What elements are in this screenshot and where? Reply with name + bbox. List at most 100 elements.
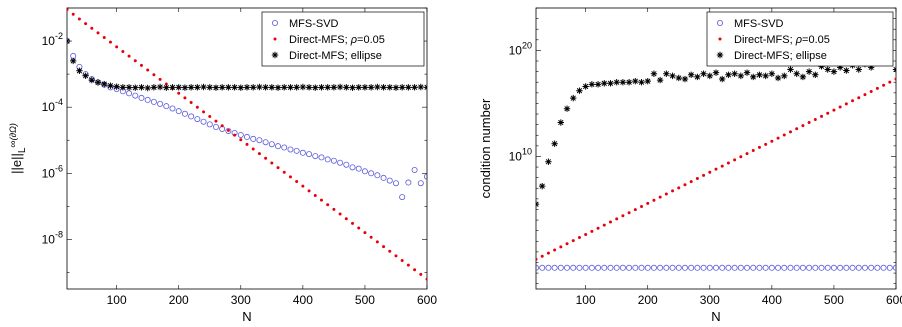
data-point (725, 71, 732, 79)
data-point (338, 212, 342, 216)
data-point (237, 131, 244, 138)
data-point (374, 172, 381, 179)
data-point (540, 254, 544, 258)
data-point (570, 264, 577, 271)
data-point (851, 99, 855, 103)
data-point (380, 84, 387, 91)
data-point (564, 264, 571, 271)
data-point (200, 118, 207, 125)
data-point (276, 166, 280, 170)
data-point (745, 152, 749, 156)
legend-entry: Direct-MFS; ρ=0.05 (289, 34, 385, 46)
data-point (868, 264, 875, 271)
data-point (739, 155, 743, 159)
data-point (576, 264, 583, 271)
data-point (720, 164, 724, 168)
x-tick-label: 400 (293, 293, 313, 307)
data-point (146, 68, 150, 72)
x-tick-label: 200 (169, 293, 189, 307)
data-point (177, 91, 181, 95)
data-point (812, 264, 819, 271)
data-point (855, 66, 862, 73)
data-point (156, 83, 164, 91)
legend-marker (271, 19, 278, 26)
data-point (368, 170, 375, 177)
data-point (888, 80, 892, 84)
legend-marker (716, 51, 724, 59)
data-point (731, 70, 738, 77)
data-point (398, 84, 406, 91)
data-point (588, 264, 595, 271)
data-point (77, 17, 81, 21)
legend-box (261, 11, 425, 67)
data-point (306, 151, 313, 158)
x-tick-label: 600 (417, 293, 437, 307)
data-point (557, 119, 565, 126)
data-point (638, 264, 645, 271)
data-point (152, 73, 156, 77)
data-point (295, 180, 299, 184)
data-point (183, 96, 187, 100)
data-point (115, 45, 119, 49)
data-point (194, 116, 201, 123)
data-point (102, 36, 106, 40)
data-point (139, 63, 143, 67)
data-point (602, 223, 606, 227)
data-point (719, 75, 726, 83)
data-point (675, 264, 682, 271)
data-point (388, 249, 392, 253)
legend-entry: Direct-MFS; ρ=0.05 (734, 34, 830, 46)
data-point (633, 208, 637, 212)
data-point (799, 73, 807, 81)
y-tick-label: 10-2 (42, 31, 63, 48)
data-point (837, 264, 844, 271)
data-point (824, 264, 831, 271)
data-point (805, 68, 813, 75)
data-point (202, 110, 206, 114)
data-point (762, 264, 769, 271)
data-point (894, 77, 896, 81)
data-point (399, 194, 406, 201)
data-point (293, 84, 300, 91)
data-point (826, 111, 830, 115)
data-point (101, 80, 108, 88)
data-point (875, 86, 879, 90)
y-tick-label: 10-4 (42, 97, 63, 114)
data-point (694, 264, 701, 271)
y-tick-label: 1010 (509, 146, 532, 163)
x-axis-label: N (711, 309, 720, 324)
data-point (764, 142, 768, 146)
data-point (386, 177, 393, 184)
data-point (625, 79, 633, 86)
data-point (336, 83, 344, 91)
data-point (744, 264, 751, 271)
data-point (288, 175, 292, 179)
data-point (175, 84, 182, 91)
data-point (351, 221, 355, 225)
data-point (857, 96, 861, 100)
x-axis-label: N (242, 309, 251, 324)
data-point (281, 144, 288, 151)
data-point (225, 84, 232, 91)
chart-panel-2: 100 200 300 400 500 600 N 1010 1020 condition num… (478, 7, 902, 324)
data-point (664, 192, 668, 196)
data-point (194, 84, 201, 91)
data-point (326, 203, 330, 207)
data-point (799, 264, 806, 271)
data-point (417, 180, 424, 187)
data-point (750, 73, 757, 81)
data-point (886, 264, 893, 271)
data-point (413, 268, 417, 272)
data-point (751, 149, 755, 153)
data-point (770, 139, 774, 143)
data-point (200, 83, 207, 91)
legend-marker (718, 37, 722, 41)
data-point (787, 66, 794, 73)
data-point (615, 217, 619, 221)
data-point (608, 220, 612, 224)
data-point (262, 139, 269, 146)
data-point (806, 264, 813, 271)
data-point (726, 161, 730, 165)
data-point (700, 264, 707, 271)
y-tick-label: 10-6 (42, 163, 63, 180)
